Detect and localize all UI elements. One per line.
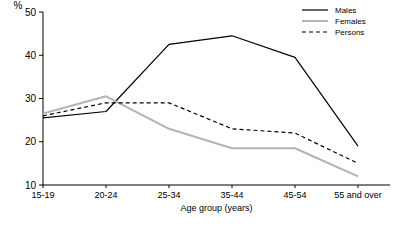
x-tick: [106, 185, 107, 188]
x-tick-label: 35-44: [220, 190, 243, 200]
y-tick: [39, 141, 43, 142]
x-tick: [43, 185, 44, 188]
y-tick-label: 40: [25, 50, 37, 61]
series-line: [43, 36, 358, 146]
plot-area: [43, 36, 358, 177]
y-tick-label: 20: [25, 136, 37, 147]
y-axis-label: %: [14, 0, 23, 11]
legend-swatch: [302, 20, 328, 22]
y-tick: [39, 98, 43, 99]
y-tick: [39, 12, 43, 13]
chart-svg: 10 20 30 40 50% 15-19 20-24 25-34 35-44 45-54 55 a…: [0, 0, 397, 227]
y-tick: [39, 185, 43, 186]
x-axis-label: Age group (years): [180, 203, 252, 213]
x-tick-label: 25-34: [157, 190, 180, 200]
x-axis: [43, 185, 390, 186]
y-tick-label: 30: [25, 93, 37, 104]
series-line: [43, 96, 358, 176]
y-tick: [39, 55, 43, 56]
x-tick-label: 15-19: [31, 190, 54, 200]
y-tick-label: 10: [25, 180, 37, 191]
legend-label: Males: [335, 6, 356, 15]
x-tick: [232, 185, 233, 188]
legend-swatch: [302, 31, 328, 32]
x-tick: [295, 185, 296, 188]
x-tick-label: 45-54: [283, 190, 306, 200]
legend-label: Persons: [335, 28, 364, 37]
x-tick: [169, 185, 170, 188]
legend-swatch: [302, 9, 328, 10]
legend-label: Females: [335, 17, 366, 26]
x-tick-label: 55 and over: [334, 190, 382, 200]
x-tick-label: 20-24: [94, 190, 117, 200]
y-tick-label: 50: [25, 7, 37, 18]
x-tick: [358, 185, 359, 188]
series-line: [43, 103, 358, 164]
chart-container: 10 20 30 40 50% 15-19 20-24 25-34 35-44 45-54 55 a…: [0, 0, 397, 227]
